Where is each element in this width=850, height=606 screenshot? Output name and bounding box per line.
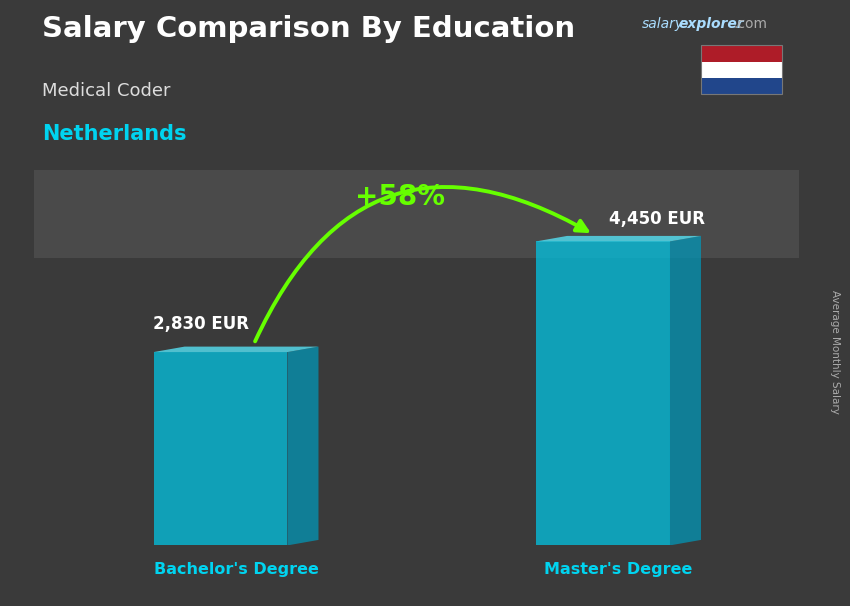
Text: Netherlands: Netherlands <box>42 124 187 144</box>
Polygon shape <box>287 347 319 545</box>
Text: Bachelor's Degree: Bachelor's Degree <box>154 562 319 578</box>
Text: explorer: explorer <box>678 17 744 31</box>
Polygon shape <box>536 241 670 545</box>
Text: Medical Coder: Medical Coder <box>42 82 171 100</box>
Text: Average Monthly Salary: Average Monthly Salary <box>830 290 840 413</box>
Polygon shape <box>670 236 701 545</box>
Polygon shape <box>536 236 701 241</box>
Text: +58%: +58% <box>354 183 445 211</box>
Text: .com: .com <box>734 17 768 31</box>
Text: salary: salary <box>642 17 684 31</box>
Text: Salary Comparison By Education: Salary Comparison By Education <box>42 15 575 43</box>
Text: 2,830 EUR: 2,830 EUR <box>153 315 249 333</box>
Polygon shape <box>154 352 287 545</box>
Polygon shape <box>34 170 799 259</box>
Polygon shape <box>154 347 319 352</box>
Text: Master's Degree: Master's Degree <box>544 562 693 578</box>
Text: 4,450 EUR: 4,450 EUR <box>609 210 705 228</box>
